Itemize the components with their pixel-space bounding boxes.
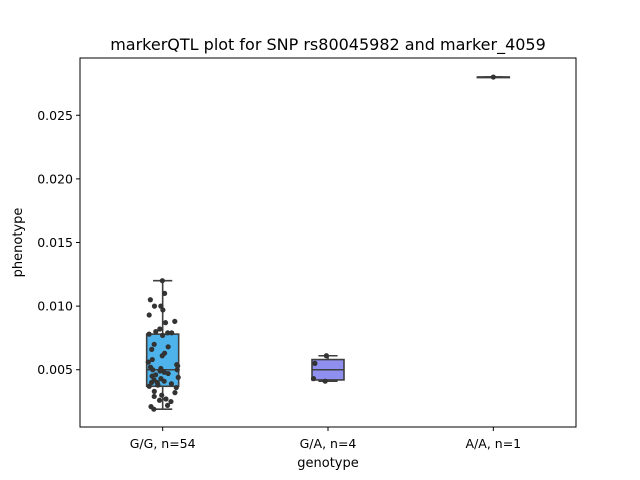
data-point [310, 376, 317, 382]
data-point [168, 398, 174, 405]
y-tick-label: 0.010 [37, 299, 73, 314]
data-point [162, 320, 169, 326]
data-point [157, 326, 163, 332]
data-point [172, 318, 178, 324]
data-point [322, 378, 328, 384]
data-point [146, 312, 152, 318]
y-tick-label: 0.020 [37, 171, 73, 186]
data-point [155, 382, 161, 388]
data-point [165, 370, 171, 377]
chart-title: markerQTL plot for SNP rs80045982 and ma… [110, 35, 546, 55]
data-point [151, 406, 157, 412]
data-point [148, 379, 155, 386]
data-point [159, 392, 165, 398]
data-point [165, 344, 171, 350]
data-point [175, 374, 181, 380]
data-point [160, 332, 166, 338]
y-axis: 0.005 0.010 0.015 0.020 0.025 [37, 108, 80, 377]
data-point [159, 353, 165, 359]
data-point [164, 402, 171, 408]
data-point [490, 74, 496, 80]
data-point [146, 331, 152, 337]
data-point [169, 330, 175, 336]
x-axis: G/G, n=54 G/A, n=4 A/A, n=1 [130, 427, 521, 451]
data-point [147, 297, 153, 303]
data-point [174, 367, 180, 373]
data-point [161, 378, 167, 384]
data-point [175, 363, 181, 369]
data-point [146, 383, 152, 389]
data-point [149, 356, 155, 363]
data-point [153, 328, 159, 335]
y-tick-label: 0.015 [37, 235, 73, 250]
data-point [157, 368, 163, 374]
data-point [312, 360, 318, 366]
data-point [151, 303, 158, 309]
data-point [149, 373, 155, 379]
data-point [156, 397, 163, 403]
data-point [158, 303, 164, 309]
data-point [145, 359, 151, 365]
y-tick-label: 0.025 [37, 108, 73, 123]
data-point [160, 307, 166, 313]
x-tick-label: G/A, n=4 [300, 436, 357, 451]
data-point [323, 353, 330, 359]
y-axis-label: phenotype [11, 208, 26, 278]
x-tick-label: G/G, n=54 [130, 436, 196, 451]
y-tick-label: 0.005 [37, 362, 73, 377]
data-point [151, 388, 157, 394]
data-point [168, 381, 174, 387]
data-point [162, 290, 168, 296]
x-tick-label: A/A, n=1 [466, 436, 522, 451]
data-point [149, 346, 155, 352]
data-point [172, 390, 178, 396]
x-axis-label: genotype [297, 456, 358, 471]
data-points [145, 74, 496, 412]
data-point [173, 384, 179, 391]
box-1 [311, 354, 345, 382]
data-point [163, 396, 169, 402]
data-point [165, 330, 171, 336]
data-point [151, 393, 157, 400]
data-point [159, 278, 165, 284]
data-point [151, 341, 157, 347]
data-point [150, 367, 156, 373]
